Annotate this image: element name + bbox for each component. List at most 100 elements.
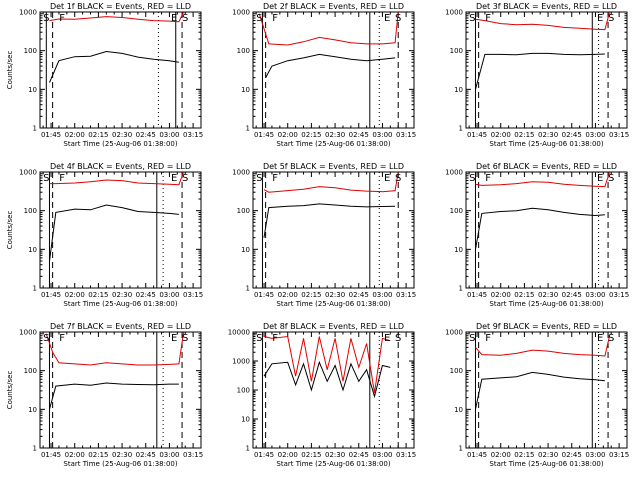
plot-frame <box>465 331 628 449</box>
x-tick-label: 01:45 <box>254 291 274 299</box>
x-axis-label: Start Time (25-Aug-06 01:38:00) <box>489 460 603 468</box>
panel-title: Det 7f BLACK = Events, RED = LLD <box>50 322 191 331</box>
y-tick-label: 1 <box>459 445 463 453</box>
x-tick-label: 02:45 <box>136 451 156 459</box>
segment-marker: S <box>395 333 401 344</box>
y-tick-label: 1000 <box>445 169 463 177</box>
y-tick-label: 10 <box>241 246 250 254</box>
y-tick-label: 100 <box>237 387 250 395</box>
x-tick-label: 02:00 <box>65 131 85 139</box>
y-tick-label: 100 <box>24 207 37 215</box>
x-tick-label: 02:45 <box>136 131 156 139</box>
x-tick-label: 02:30 <box>112 291 132 299</box>
x-tick-label: 02:15 <box>88 291 108 299</box>
panel-2: Det 2f BLACK = Events, RED = LLD 1 10 100 10… <box>232 2 416 148</box>
x-tick-label: 01:45 <box>41 451 61 459</box>
segment-marker: S <box>182 173 188 184</box>
x-tick-label: 02:45 <box>349 291 369 299</box>
x-axis-label: Start Time (25-Aug-06 01:38:00) <box>276 460 390 468</box>
segment-marker: S <box>256 173 262 184</box>
x-tick-label: 03:00 <box>159 291 179 299</box>
y-tick-label: 10 <box>28 246 37 254</box>
segment-marker: S <box>395 173 401 184</box>
series-lld-line <box>45 331 185 366</box>
panel-title: Det 8f BLACK = Events, RED = LLD <box>263 322 404 331</box>
panel-title: Det 9f BLACK = Events, RED = LLD <box>476 322 617 331</box>
segment-marker: S <box>43 13 49 24</box>
panel-title: Det 6f BLACK = Events, RED = LLD <box>476 162 617 171</box>
y-tick-label: 10 <box>28 86 37 94</box>
x-tick-label: 03:15 <box>396 291 416 299</box>
x-tick-label: 01:45 <box>467 291 487 299</box>
x-tick-label: 02:30 <box>112 131 132 139</box>
segment-marker: F <box>485 173 491 184</box>
plot-frame <box>39 171 202 289</box>
x-tick-label: 03:00 <box>372 131 392 139</box>
segment-marker: E <box>384 173 390 184</box>
plot-frame <box>252 171 415 289</box>
series-lld-line <box>49 171 185 186</box>
y-axis-label: Counts/sec <box>6 211 14 250</box>
panel-title: Det 3f BLACK = Events, RED = LLD <box>476 2 617 11</box>
segment-marker: S <box>395 13 401 24</box>
x-tick-label: 02:00 <box>491 451 511 459</box>
x-tick-label: 01:45 <box>467 451 487 459</box>
y-tick-label: 10 <box>454 246 463 254</box>
x-axis-label: Start Time (25-Aug-06 01:38:00) <box>276 140 390 148</box>
y-tick-label: 1 <box>33 285 37 293</box>
y-tick-label: 1000 <box>232 358 250 366</box>
panel-title: Det 4f BLACK = Events, RED = LLD <box>50 162 191 171</box>
segment-marker: S <box>469 173 475 184</box>
series-lld-line <box>258 11 399 46</box>
y-tick-label: 10 <box>241 416 250 424</box>
x-tick-label: 03:15 <box>609 291 629 299</box>
x-tick-label: 02:45 <box>562 451 582 459</box>
y-tick-label: 100 <box>237 47 250 55</box>
x-tick-label: 02:15 <box>514 451 534 459</box>
x-tick-label: 02:15 <box>514 131 534 139</box>
x-tick-label: 01:45 <box>41 131 61 139</box>
x-tick-label: 02:30 <box>538 291 558 299</box>
x-tick-label: 02:15 <box>301 291 321 299</box>
x-tick-label: 03:15 <box>609 131 629 139</box>
segment-marker: F <box>59 13 65 24</box>
segment-marker: S <box>469 333 475 344</box>
y-tick-label: 1000 <box>232 169 250 177</box>
y-tick-label: 1000 <box>19 169 37 177</box>
x-tick-label: 01:45 <box>254 131 274 139</box>
segment-marker: S <box>182 333 188 344</box>
y-tick-label: 1 <box>246 285 250 293</box>
y-tick-label: 10 <box>28 406 37 414</box>
series-lld-line <box>475 335 611 357</box>
panel-title: Det 1f BLACK = Events, RED = LLD <box>50 2 191 11</box>
x-axis-label: Start Time (25-Aug-06 01:38:00) <box>276 300 390 308</box>
segment-marker: F <box>272 333 278 344</box>
y-tick-label: 1000 <box>232 9 250 17</box>
x-tick-label: 02:00 <box>278 291 298 299</box>
x-axis-label: Start Time (25-Aug-06 01:38:00) <box>489 140 603 148</box>
y-tick-label: 100 <box>450 207 463 215</box>
segment-marker: E <box>597 173 603 184</box>
y-tick-label: 10 <box>241 86 250 94</box>
x-tick-label: 02:30 <box>325 451 345 459</box>
x-tick-label: 02:45 <box>562 131 582 139</box>
segment-marker: S <box>608 13 614 24</box>
y-axis-label: Counts/sec <box>6 51 14 90</box>
y-tick-label: 1000 <box>19 329 37 337</box>
y-tick-label: 1 <box>246 445 250 453</box>
x-tick-label: 02:45 <box>349 451 369 459</box>
segment-marker: F <box>59 173 65 184</box>
y-tick-label: 100 <box>24 367 37 375</box>
x-tick-label: 02:00 <box>278 131 298 139</box>
series-events-line <box>49 204 179 262</box>
x-tick-label: 03:15 <box>183 291 203 299</box>
x-tick-label: 02:45 <box>562 291 582 299</box>
y-tick-label: 10000 <box>228 329 250 337</box>
series-lld-line <box>49 11 185 23</box>
segment-marker: E <box>597 13 603 24</box>
segment-marker: E <box>171 13 177 24</box>
series-events-line <box>475 207 605 250</box>
y-tick-label: 1 <box>459 285 463 293</box>
segment-marker: S <box>608 333 614 344</box>
